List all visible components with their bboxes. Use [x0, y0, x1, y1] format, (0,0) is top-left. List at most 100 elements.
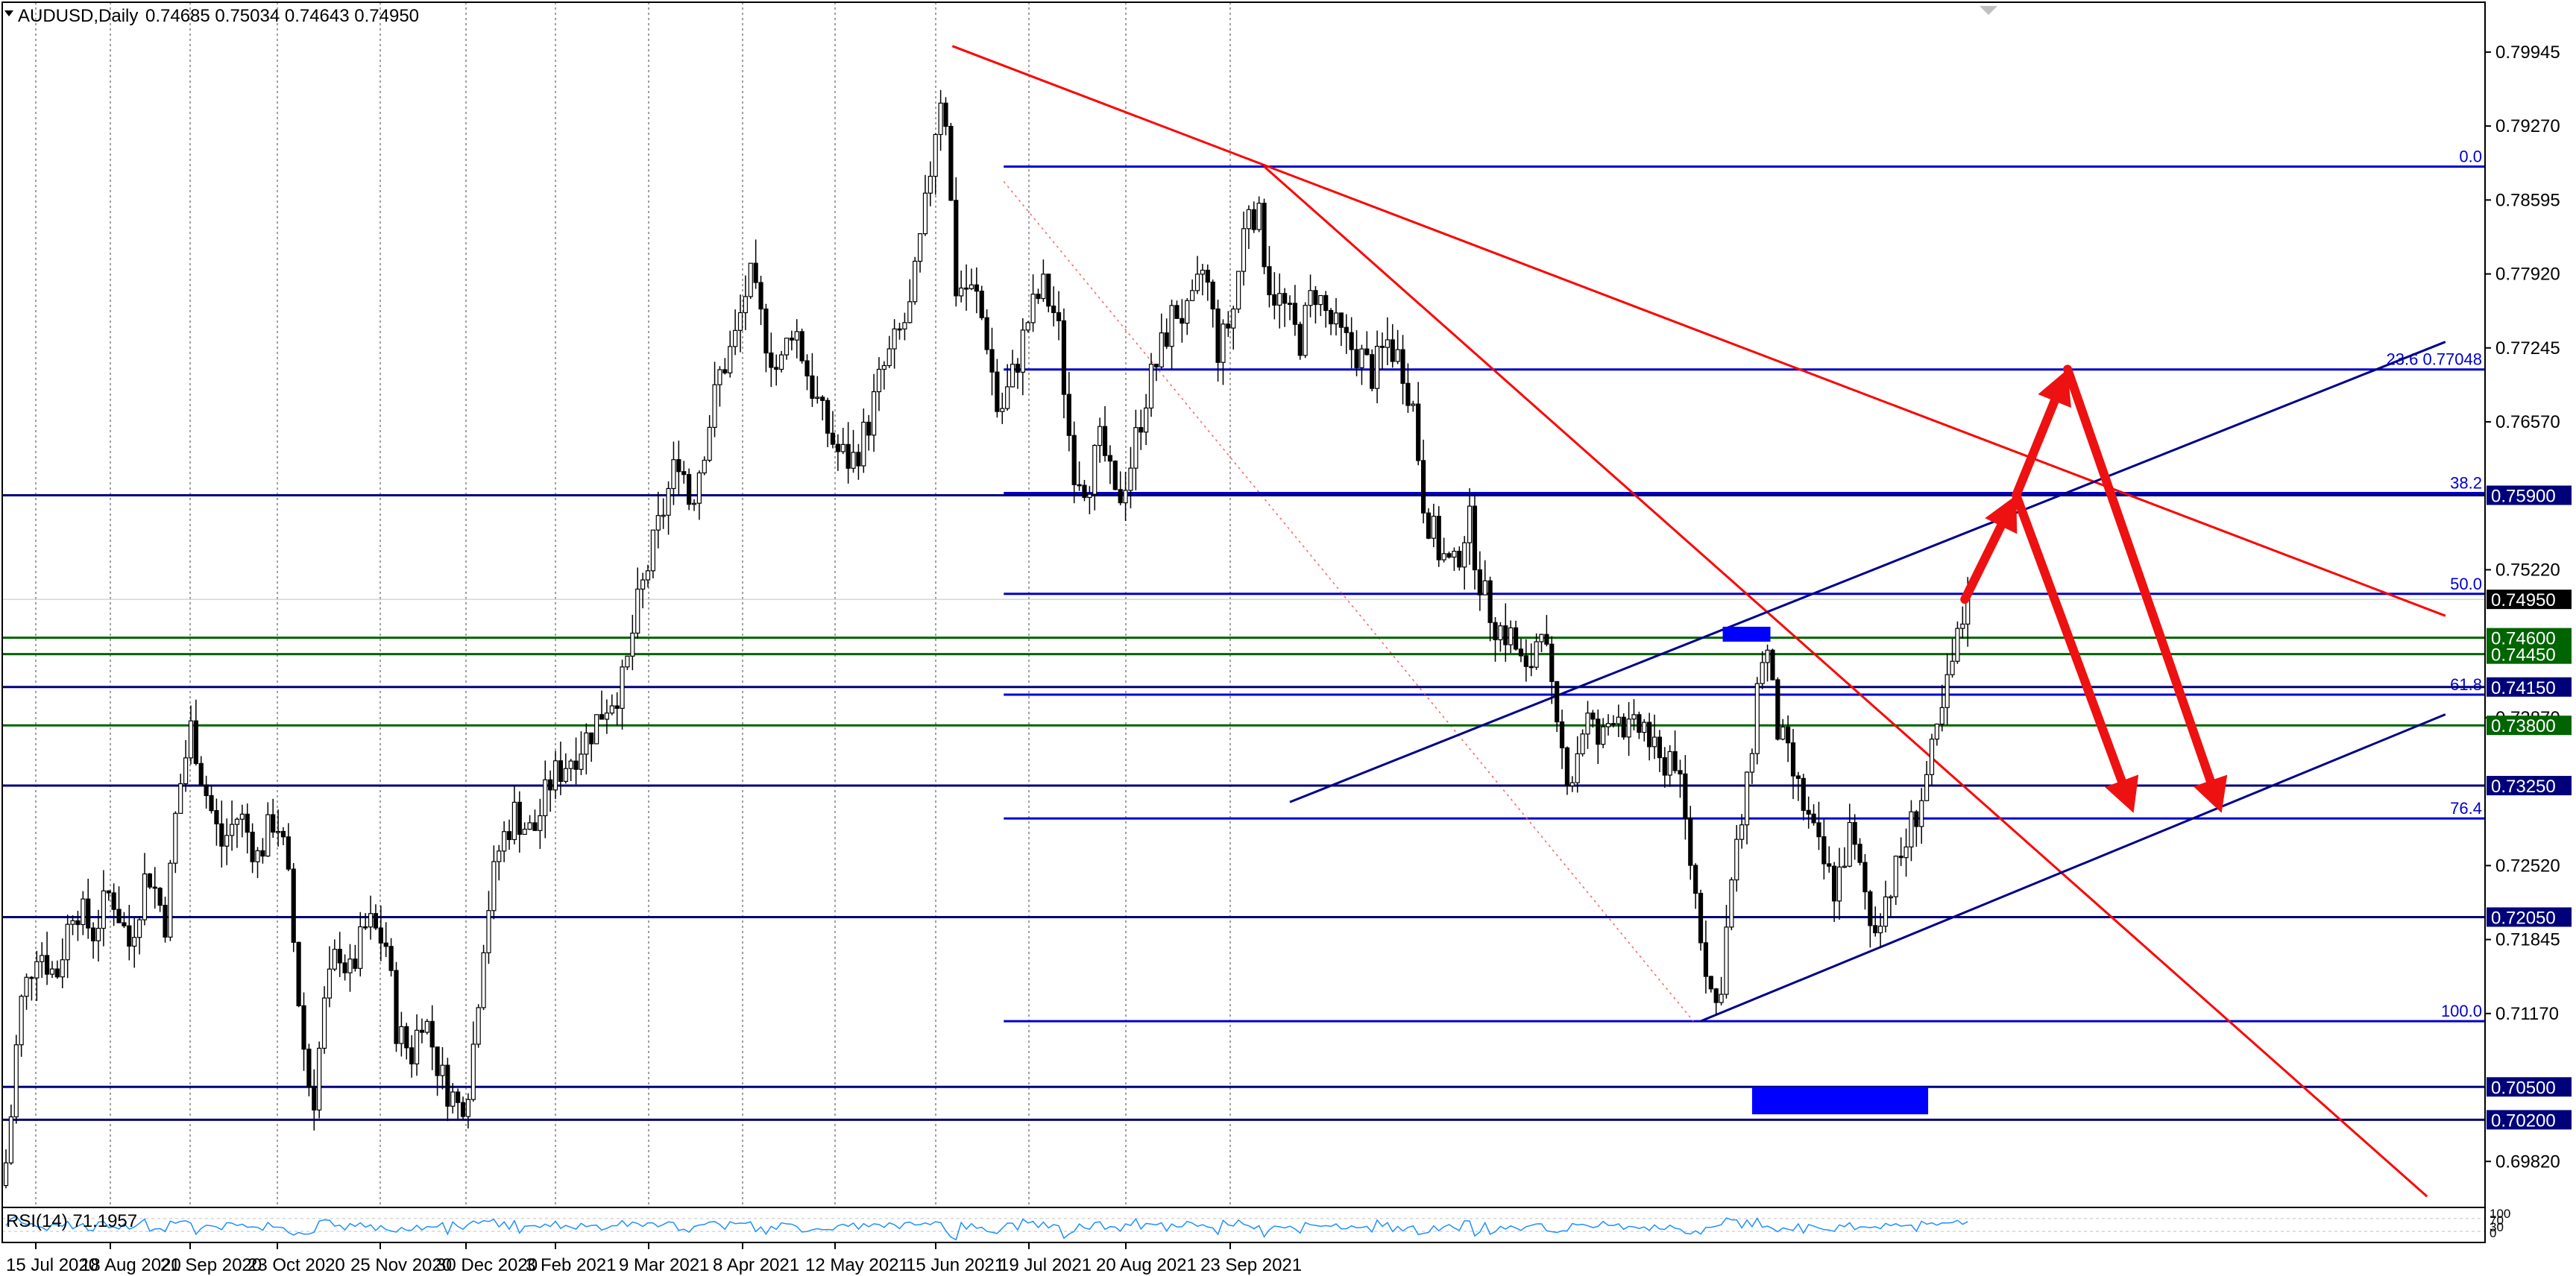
candle-body [856, 452, 861, 467]
level-price-tag [2487, 776, 2572, 796]
forecast-arrow-head [2038, 369, 2071, 408]
candle-body [440, 1064, 445, 1076]
candle-body [1508, 627, 1514, 645]
candle-body [789, 338, 794, 341]
candle-body [1888, 896, 1893, 899]
price-tick-label: 0.72520 [2495, 856, 2560, 876]
candle-body [845, 443, 851, 469]
candle-body [1354, 349, 1359, 368]
candle-body [830, 432, 836, 445]
candle-body [1729, 879, 1734, 928]
candle-body [691, 502, 697, 505]
candle-body [1416, 403, 1421, 461]
trendline-channel-upper [1289, 341, 2446, 803]
candle-body [712, 384, 717, 428]
candle-body [1390, 339, 1395, 362]
fib-level-label: 76.4 [2450, 799, 2482, 818]
candle-body [1821, 836, 1827, 865]
candle-body [1724, 926, 1729, 995]
candle-body [979, 291, 984, 318]
candle-body [804, 360, 810, 376]
candle-body [1231, 308, 1236, 329]
candle-body [1770, 649, 1775, 680]
candle-body [1457, 551, 1462, 568]
candle-body [1139, 427, 1144, 433]
candle-body [1698, 892, 1704, 944]
date-tick-label: 21 Sep 2020 [160, 1255, 262, 1275]
candle-body [29, 976, 34, 979]
candle-body [1528, 666, 1534, 669]
candle-body [594, 714, 599, 745]
candle-body [1071, 435, 1077, 485]
candle-body [1801, 777, 1806, 811]
candle-body [1816, 822, 1821, 838]
candle-body [1241, 228, 1247, 272]
candle-body [60, 959, 65, 978]
candle-body [1678, 770, 1683, 774]
candle-body [1400, 349, 1405, 384]
candle-body [1868, 891, 1873, 926]
trendline-resistance-steep [1263, 165, 2428, 1198]
candle-body [1539, 634, 1544, 642]
candle-body [1446, 553, 1452, 558]
candle-body [368, 913, 374, 928]
candle-body [687, 474, 692, 505]
candle-body [835, 443, 840, 452]
candle-body [1051, 306, 1056, 314]
candle-body [1467, 505, 1473, 543]
candle-body [696, 472, 702, 504]
rsi-scale-label: 0 [2490, 1226, 2496, 1240]
candle-body [676, 459, 681, 473]
level-price-tag-label: 0.70200 [2491, 1111, 2556, 1131]
candle-body [1272, 294, 1277, 306]
candle-body [1185, 300, 1190, 324]
candle-body [327, 968, 333, 999]
shift-marker-icon[interactable] [1980, 6, 1997, 15]
price-tick-label: 0.71845 [2495, 930, 2560, 950]
candle-body [1662, 757, 1667, 776]
candle-body [579, 754, 584, 770]
level-price-tag [2487, 907, 2572, 927]
price-tick-label: 0.71170 [2495, 1004, 2559, 1024]
candle-body [214, 809, 219, 824]
candle-body [1169, 305, 1174, 347]
candle-body [995, 371, 1000, 412]
candle-body [922, 192, 928, 235]
price-tick-label: 0.75220 [2495, 560, 2560, 580]
candle-body [1349, 332, 1354, 350]
candle-body [54, 968, 60, 978]
candle-body [414, 1029, 420, 1065]
candle-body [563, 768, 568, 782]
candle-body [317, 1047, 322, 1111]
candle-body [163, 904, 168, 938]
rsi-scale-label: 100 [2490, 1207, 2510, 1221]
candle-body [748, 262, 753, 297]
candle-body [1795, 775, 1801, 779]
collapse-icon[interactable] [4, 10, 13, 16]
candle-body [1118, 489, 1123, 504]
candle-body [799, 331, 804, 361]
candle-body [1364, 348, 1370, 356]
candle-body [1374, 345, 1380, 389]
candle-body [1194, 274, 1200, 291]
candle-body [1642, 721, 1647, 733]
candle-body [1672, 751, 1678, 771]
candle-body [1102, 426, 1108, 456]
candle-body [424, 1020, 429, 1033]
trendlines [951, 45, 2446, 1198]
date-tick-label: 19 Jul 2021 [999, 1255, 1092, 1275]
candle-body [743, 296, 748, 314]
level-price-tag [2487, 644, 2572, 664]
rsi-scale-label: 30 [2490, 1220, 2504, 1234]
candle-body [887, 348, 892, 367]
candle-body [907, 301, 913, 323]
candle-body [470, 1043, 476, 1100]
candle-body [1005, 386, 1010, 409]
candle-body [1056, 312, 1062, 321]
candle-body [219, 823, 224, 847]
candle-body [1960, 623, 1965, 629]
candle-body [1452, 551, 1457, 558]
